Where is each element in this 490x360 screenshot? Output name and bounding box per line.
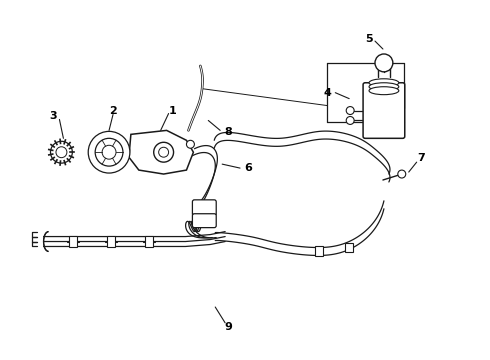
Bar [145, 235, 153, 247]
Ellipse shape [369, 79, 399, 87]
FancyBboxPatch shape [193, 214, 216, 228]
Circle shape [88, 131, 130, 173]
Circle shape [375, 54, 393, 72]
Text: 4: 4 [323, 88, 331, 98]
Text: 9: 9 [224, 322, 232, 332]
Circle shape [102, 145, 116, 159]
Ellipse shape [369, 83, 399, 91]
FancyBboxPatch shape [363, 83, 405, 138]
Circle shape [398, 170, 406, 178]
Bar [107, 235, 115, 247]
Bar [316, 247, 323, 256]
Text: 5: 5 [365, 34, 373, 44]
Circle shape [95, 138, 123, 166]
Circle shape [154, 142, 173, 162]
Circle shape [346, 107, 354, 114]
Circle shape [346, 117, 354, 125]
Text: 3: 3 [49, 111, 57, 121]
Bar [345, 243, 353, 252]
Text: 8: 8 [224, 127, 232, 138]
Text: 7: 7 [417, 153, 424, 163]
Circle shape [56, 147, 67, 158]
Ellipse shape [369, 87, 399, 95]
Text: 1: 1 [169, 105, 176, 116]
Bar [70, 235, 77, 247]
Text: 6: 6 [244, 163, 252, 173]
Polygon shape [129, 130, 194, 174]
Circle shape [50, 141, 73, 163]
FancyBboxPatch shape [193, 200, 216, 216]
Circle shape [159, 147, 169, 157]
Text: 2: 2 [109, 105, 117, 116]
Circle shape [187, 140, 195, 148]
